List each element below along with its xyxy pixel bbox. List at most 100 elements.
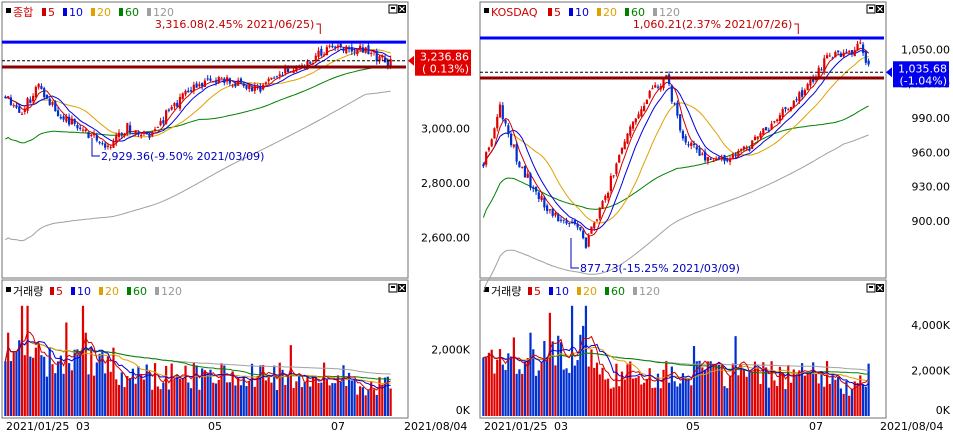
candle-body <box>220 77 223 79</box>
candle-body <box>568 223 571 225</box>
y-tick-label: 960.00 <box>912 146 951 159</box>
candle-body <box>54 101 57 112</box>
candle-body <box>834 52 837 58</box>
candle-body <box>529 173 532 188</box>
candle-body <box>37 83 40 88</box>
candle-body <box>548 209 552 211</box>
volume-bar <box>364 395 367 416</box>
candle-body <box>690 142 693 147</box>
volume-bar <box>681 373 685 416</box>
volume-bar <box>767 387 770 416</box>
candle-body <box>703 151 707 161</box>
candle-body <box>637 114 640 119</box>
candle-body <box>789 106 793 111</box>
volume-bar <box>4 361 7 416</box>
legend-period-5: 5 <box>534 285 541 298</box>
candle-body <box>557 214 560 222</box>
candle-body <box>389 59 392 67</box>
volume-y-tick-label: 2,000K <box>911 365 950 378</box>
legend-period-120: 120 <box>161 285 182 298</box>
candle-body <box>159 120 162 126</box>
candle-body <box>145 132 148 135</box>
y-tick-label: 1,050.00 <box>901 43 950 56</box>
candle-body <box>223 78 226 83</box>
candle-body <box>109 146 112 148</box>
legend-period-20: 20 <box>97 6 111 19</box>
candle-body <box>29 99 32 103</box>
volume-bar <box>662 369 665 416</box>
candle-body <box>604 196 607 200</box>
candle-body <box>101 143 104 145</box>
volume-bar <box>81 305 85 416</box>
candle-body <box>643 105 646 112</box>
candle-body <box>534 186 538 192</box>
candle-body <box>496 116 499 129</box>
volume-bar <box>537 370 540 416</box>
volume-bar <box>848 395 851 416</box>
volume-bar <box>306 375 309 416</box>
volume-bar <box>717 365 721 416</box>
ma20-line <box>482 56 869 224</box>
candle-body <box>361 47 365 53</box>
current-change-label: ( 0.13%) <box>422 63 469 76</box>
volume-bar <box>242 377 245 416</box>
volume-bar <box>706 361 709 416</box>
volume-bar <box>112 347 115 416</box>
candle-body <box>839 53 843 57</box>
candle-body <box>306 61 309 70</box>
candle-body <box>18 106 21 113</box>
volume-bar <box>300 387 304 416</box>
candle-body <box>521 166 524 168</box>
candle-body <box>339 43 342 47</box>
volume-bar <box>637 375 640 416</box>
candle-body <box>662 78 665 89</box>
candle-body <box>367 45 370 55</box>
volume-bar <box>692 346 696 416</box>
volume-bar <box>203 370 207 416</box>
candle-body <box>523 165 527 178</box>
volume-bar <box>498 349 502 416</box>
ma60-line <box>5 65 391 144</box>
candle-body <box>740 149 743 151</box>
candle-body <box>98 142 101 144</box>
volume-bar <box>353 379 356 416</box>
candle-body <box>629 126 632 136</box>
candle-body <box>701 153 704 155</box>
candle-body <box>156 126 159 128</box>
volume-bar <box>250 363 254 416</box>
kospi-volume-buttons <box>388 283 406 293</box>
legend-period-5: 5 <box>554 6 561 19</box>
volume-bar <box>206 372 209 416</box>
legend-swatch-60 <box>127 287 131 295</box>
legend-swatch-120 <box>633 287 637 295</box>
candle-body <box>245 85 248 89</box>
volume-bar <box>298 376 301 416</box>
candle-body <box>165 110 168 124</box>
volume-bar <box>515 373 518 416</box>
volume-bar <box>370 381 373 416</box>
kosdaq-volume-plot: 4,000K 2,000K 0K <box>482 305 951 417</box>
candle-body <box>23 108 26 112</box>
candle-body <box>712 161 715 163</box>
candle-body <box>115 135 118 143</box>
volume-bar <box>590 349 593 416</box>
volume-bar <box>595 362 599 416</box>
candle-body <box>753 136 757 141</box>
legend-period-60: 60 <box>133 285 147 298</box>
volume-bar <box>176 374 179 416</box>
ma10-line <box>482 50 869 231</box>
candle-body <box>631 121 635 129</box>
volume-bar <box>101 350 104 416</box>
volume-bar <box>803 375 806 416</box>
volume-bar <box>493 373 496 416</box>
current-price-tag <box>893 61 949 88</box>
candle-body <box>253 85 256 91</box>
candle-body <box>314 55 317 62</box>
candle-body <box>731 154 734 158</box>
legend-swatch-20 <box>597 8 601 16</box>
volume-bar <box>31 357 35 416</box>
volume-bar <box>320 382 323 416</box>
ma120-line <box>5 90 391 242</box>
volume-bar <box>281 369 284 416</box>
candle-body <box>864 51 867 63</box>
